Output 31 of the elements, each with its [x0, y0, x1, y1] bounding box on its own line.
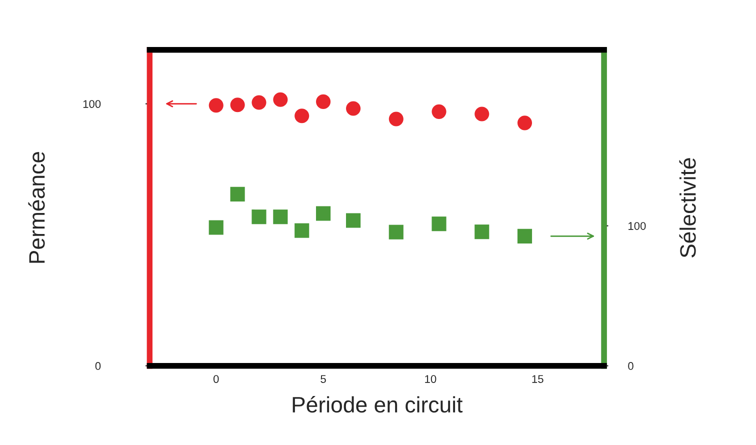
point — [230, 186, 245, 202]
y-axis-title: Perméance — [28, 152, 45, 263]
y2-axis-title: Sélectivité — [679, 158, 696, 258]
x-tick-label: 10 — [425, 375, 436, 383]
x-tick-label: 15 — [532, 375, 544, 383]
x-tick-label: 5 — [320, 375, 326, 383]
point — [316, 94, 331, 109]
point — [388, 224, 404, 240]
x-axis-title: Période en circuit — [292, 396, 463, 413]
point — [517, 228, 532, 244]
x-tick-label: 0 — [213, 375, 219, 383]
point — [346, 101, 361, 116]
point — [517, 116, 532, 130]
point — [474, 224, 490, 240]
point — [474, 106, 490, 122]
point — [252, 210, 266, 224]
point — [273, 92, 288, 107]
point — [230, 98, 245, 112]
point — [432, 104, 446, 119]
point — [273, 210, 288, 224]
point — [294, 223, 310, 238]
point — [208, 220, 224, 235]
point — [208, 98, 224, 113]
point — [388, 112, 404, 126]
point — [346, 213, 361, 228]
point — [294, 108, 310, 124]
point — [316, 206, 331, 221]
y2-tick-label: 100 — [628, 222, 646, 230]
point — [252, 95, 266, 110]
point — [432, 216, 446, 232]
y2-tick-label: 0 — [628, 362, 634, 370]
